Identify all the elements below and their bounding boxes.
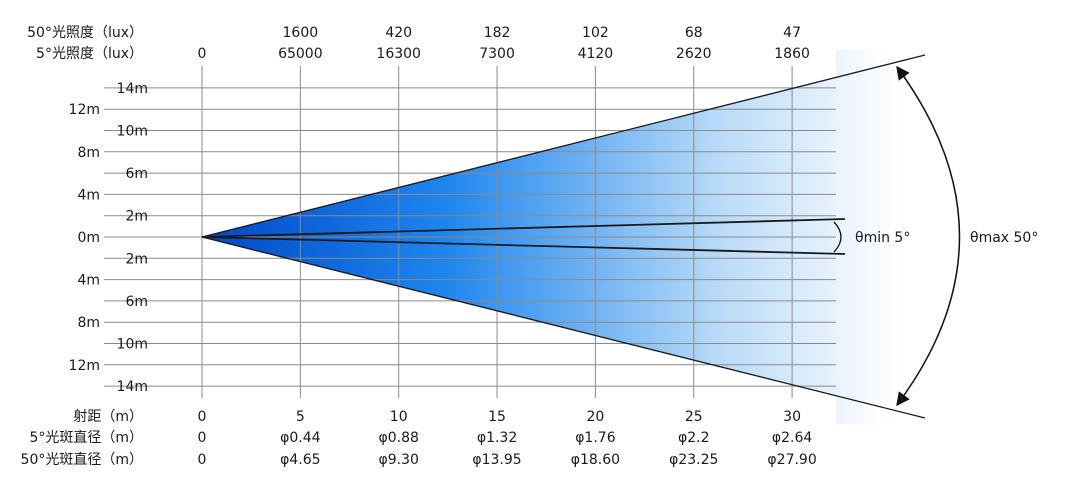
- bottom-row-value: 0: [198, 409, 207, 425]
- y-axis-tick-label: 4m: [77, 273, 100, 289]
- bottom-row-value: φ23.25: [669, 452, 718, 468]
- top-row-value: 65000: [278, 46, 323, 62]
- top-row-value: 16300: [376, 46, 421, 62]
- theta-min-label: θmin 5°: [855, 230, 910, 246]
- bottom-row-value: 30: [783, 409, 801, 425]
- top-row-value: 47: [783, 25, 801, 41]
- bottom-row-value: φ18.60: [571, 452, 620, 468]
- y-axis-tick-label: 2m: [125, 251, 148, 267]
- bottom-row-label: 射距（m）: [73, 409, 143, 425]
- theta-max-label: θmax 50°: [970, 230, 1038, 246]
- top-row-value: 2620: [676, 46, 712, 62]
- top-row-value: 0: [198, 46, 207, 62]
- bottom-row-value: 15: [488, 409, 506, 425]
- bottom-row-value: φ1.76: [575, 430, 616, 446]
- beam-lines-layer: [201, 54, 961, 419]
- bottom-row-value: φ2.64: [772, 430, 813, 446]
- y-axis-tick-label: 8m: [77, 315, 100, 331]
- y-axis-tick-label: 14m: [117, 81, 148, 97]
- y-axis-tick-label: 0m: [77, 230, 100, 246]
- bottom-row-value: φ1.32: [477, 430, 517, 446]
- bottom-row-value: 10: [390, 409, 408, 425]
- y-axis-tick-label: 12m: [69, 102, 100, 118]
- y-axis-tick-label: 10m: [117, 124, 148, 140]
- bottom-row-value: φ13.95: [472, 452, 521, 468]
- y-axis-tick-label: 2m: [125, 209, 148, 225]
- bottom-row-value: 5: [296, 409, 305, 425]
- theta-max-arc: [896, 65, 961, 407]
- top-row-value: 102: [582, 25, 609, 41]
- top-row-label: 50°光照度（lux）: [27, 25, 143, 41]
- top-row-value: 1860: [774, 46, 810, 62]
- y-axis-tick-label: 14m: [117, 379, 148, 395]
- bottom-row-value: 0: [198, 430, 207, 446]
- top-row-value: 7300: [479, 46, 515, 62]
- bottom-row-value: φ2.2: [678, 430, 710, 446]
- labels-layer: 50°光照度（lux） 1600 420 182 102 68 47 5°光照度（lux） 0 6…: [21, 25, 1039, 468]
- beam-min-upper-edge: [201, 218, 846, 238]
- bottom-row-value: φ0.88: [378, 430, 418, 446]
- beam-max-upper-edge: [201, 54, 926, 238]
- y-axis-tick-label: 4m: [77, 187, 100, 203]
- bottom-row-value: φ9.30: [378, 452, 418, 468]
- bottom-row-value: φ0.44: [280, 430, 321, 446]
- y-axis-tick-label: 12m: [69, 358, 100, 374]
- y-axis-tick-label: 10m: [117, 337, 148, 353]
- top-row-value: 420: [385, 25, 412, 41]
- beam-max-lower-edge: [201, 236, 926, 419]
- y-axis-tick-label: 6m: [125, 166, 148, 182]
- beam-fade-overlay: [836, 50, 906, 424]
- bottom-row-value: φ4.65: [280, 452, 320, 468]
- bottom-row-label: 5°光斑直径（m）: [29, 429, 143, 446]
- bottom-row-value: φ27.90: [767, 452, 816, 468]
- top-row-label: 5°光照度（lux）: [36, 46, 143, 62]
- beam-min-lower-edge: [201, 236, 846, 255]
- y-axis-tick-label: 8m: [77, 145, 100, 161]
- top-row-value: 1600: [283, 25, 319, 41]
- theta-min-arc: [833, 221, 842, 253]
- y-axis-tick-label: 6m: [125, 294, 148, 310]
- bottom-row-label: 50°光斑直径（m）: [21, 451, 143, 468]
- top-row-value: 4120: [578, 46, 614, 62]
- bottom-row-value: 20: [586, 409, 604, 425]
- top-row-value: 182: [484, 25, 511, 41]
- top-row-value: 68: [685, 25, 703, 41]
- bottom-row-value: 25: [685, 409, 703, 425]
- bottom-row-value: 0: [198, 452, 207, 468]
